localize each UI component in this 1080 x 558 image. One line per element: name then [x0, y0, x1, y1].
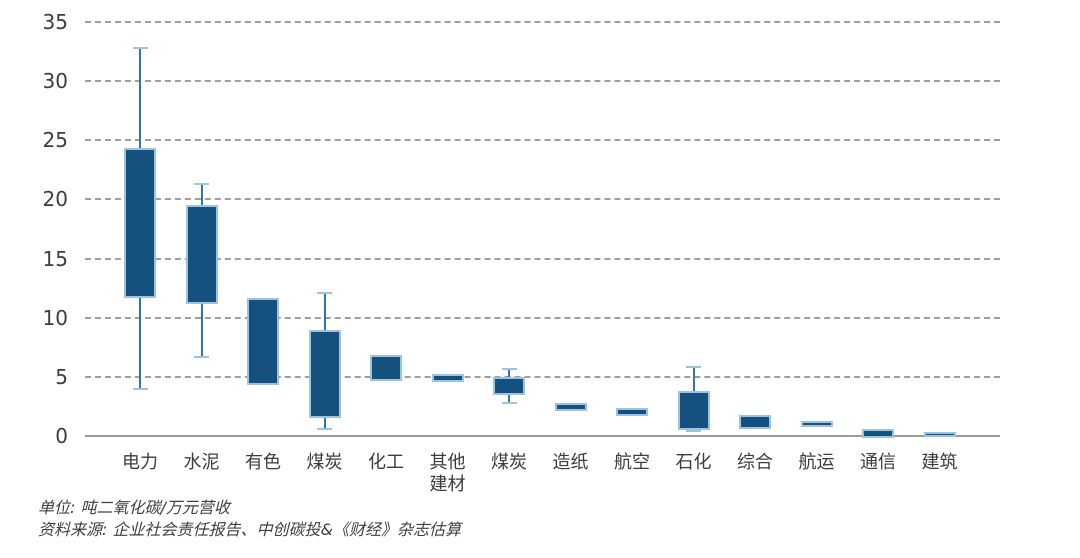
unit-note: 单位: 吨二氧化碳/万元营收 — [38, 498, 230, 517]
range-bar — [124, 147, 156, 299]
whisker-cap-bottom — [317, 427, 332, 430]
x-axis-label: 其他 建材 — [429, 452, 466, 495]
x-axis-label: 石化 — [675, 452, 712, 473]
whisker-cap-bottom — [132, 387, 148, 390]
range-bar — [185, 204, 218, 305]
gridline-10 — [85, 316, 1000, 319]
range-bar — [247, 297, 279, 385]
x-axis-label: 建筑 — [921, 452, 958, 473]
range-bar — [370, 354, 402, 382]
y-tick-label: 25 — [42, 128, 68, 153]
x-axis-label: 电力 — [122, 452, 158, 473]
range-bar — [554, 403, 587, 411]
whisker-cap-bottom — [501, 402, 517, 405]
x-axis-label: 综合 — [737, 452, 773, 473]
whisker-cap-bottom — [194, 355, 209, 358]
gridline-25 — [85, 139, 1000, 142]
gridline-35 — [85, 21, 1000, 23]
whisker-cap-top — [317, 291, 332, 294]
x-axis-label: 水泥 — [183, 452, 220, 473]
y-tick-label: 10 — [42, 305, 68, 330]
y-tick-label: 15 — [42, 246, 68, 271]
gridline-15 — [85, 257, 1000, 260]
whisker-cap-bottom — [686, 430, 701, 433]
whisker-cap-top — [132, 47, 148, 50]
range-bar — [677, 391, 710, 431]
x-axis-label: 有色 — [245, 452, 281, 473]
x-axis-label: 化工 — [368, 452, 404, 473]
y-tick-label: 20 — [42, 187, 68, 212]
y-tick-label: 5 — [55, 364, 68, 389]
range-bar — [308, 329, 341, 418]
whisker-cap-top — [686, 366, 701, 369]
x-axis-label: 煤炭 — [306, 452, 343, 473]
x-axis-label: 造纸 — [552, 452, 589, 473]
x-axis-label: 航空 — [614, 452, 650, 473]
source-note: 资料来源: 企业社会责任报告、中创碳投&《财经》杂志估算 — [38, 520, 461, 539]
range-bar — [739, 415, 771, 429]
y-tick-label: 30 — [42, 69, 68, 94]
range-bar — [923, 431, 956, 438]
gridline-20 — [85, 198, 1000, 201]
range-bar — [431, 374, 464, 382]
chart-footnotes: 单位: 吨二氧化碳/万元营收 资料来源: 企业社会责任报告、中创碳投&《财经》杂… — [38, 497, 461, 541]
whisker-cap-top — [194, 183, 209, 186]
range-bar — [800, 420, 833, 428]
gridline-30 — [85, 80, 1000, 83]
whisker-cap-top — [501, 367, 517, 370]
gridline-5 — [85, 375, 1000, 378]
y-tick-label: 0 — [55, 424, 68, 448]
x-axis-label: 通信 — [860, 452, 896, 473]
x-axis-label: 煤炭 — [491, 452, 527, 473]
range-bar — [493, 377, 525, 395]
x-axis-line — [85, 435, 1000, 437]
x-axis-label: 航运 — [798, 452, 835, 473]
range-bar — [616, 407, 648, 417]
range-bar — [862, 428, 894, 438]
y-tick-label: 35 — [42, 10, 68, 34]
